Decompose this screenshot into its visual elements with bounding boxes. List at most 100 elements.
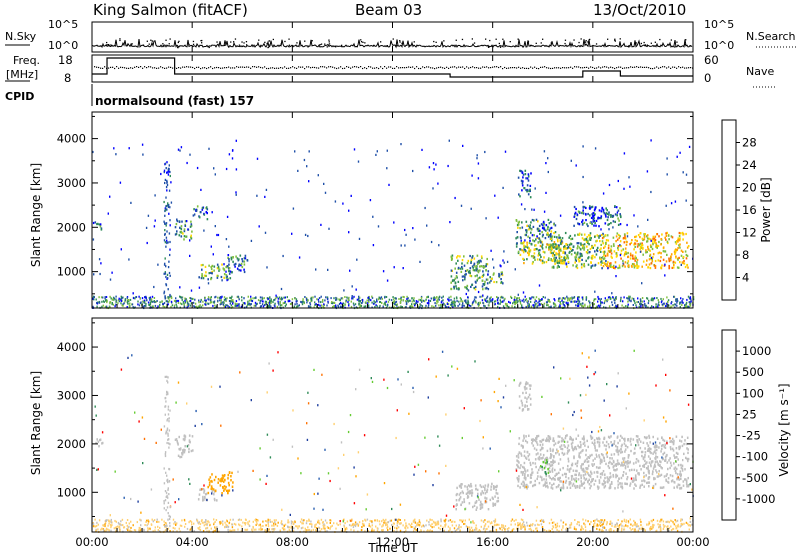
power-cell <box>219 303 221 306</box>
velocity-cell <box>520 482 523 486</box>
power-cell <box>675 256 677 259</box>
power-cell <box>508 306 510 309</box>
velocity-cell <box>632 462 635 465</box>
velocity-cell <box>680 487 682 490</box>
velocity-cell <box>608 486 611 490</box>
power-cell <box>574 211 577 214</box>
nsky-tick-low: 10^0 <box>48 39 78 52</box>
power-cell <box>655 242 657 245</box>
power-cell <box>592 254 594 257</box>
power-cell <box>650 256 653 259</box>
power-cell <box>231 300 233 303</box>
power-cell <box>236 257 239 260</box>
power-cell <box>574 256 576 259</box>
power-cell <box>672 304 674 307</box>
nave-dot <box>494 66 496 68</box>
nave-dot <box>252 66 254 68</box>
velocity-cell <box>520 452 522 455</box>
velocity-cell <box>639 440 642 443</box>
power-cell <box>521 221 523 224</box>
velocity-cell <box>572 469 575 472</box>
velocity-cell <box>470 491 472 495</box>
nave-dot <box>556 67 558 69</box>
nsearch-dot <box>259 46 261 48</box>
nave-dot <box>220 67 222 69</box>
velocity-cell <box>224 478 226 482</box>
power-cell <box>225 298 227 301</box>
velocity-cell <box>493 520 495 522</box>
power-cell <box>472 266 474 269</box>
power-cell <box>205 271 207 274</box>
power-cell <box>457 259 459 262</box>
power-cell <box>499 302 501 305</box>
velocity-cell <box>542 447 544 450</box>
power-cell <box>367 302 369 305</box>
velocity-cell <box>685 480 688 484</box>
velocity-cell <box>675 451 678 455</box>
power-cell <box>361 298 364 301</box>
power-cell <box>521 226 524 229</box>
velocity-cell <box>492 485 495 488</box>
velocity-cell <box>648 476 651 479</box>
velocity-cell <box>566 440 569 444</box>
power-cell <box>523 300 525 303</box>
velocity-cell <box>350 524 352 527</box>
nave-label: Nave <box>746 65 774 78</box>
power-cell <box>685 232 687 236</box>
nave-dot <box>436 67 438 69</box>
power-cell <box>587 249 589 252</box>
power-cell <box>649 253 652 256</box>
velocity-cell <box>565 434 567 438</box>
power-cell <box>364 305 367 308</box>
power-cell <box>164 162 167 165</box>
velocity-cell <box>539 440 541 443</box>
velocity-cell <box>666 461 669 464</box>
velocity-cell <box>577 478 580 481</box>
power-cell <box>589 214 591 217</box>
velocity-cell <box>379 523 381 526</box>
power-cell <box>103 301 105 303</box>
power-cell <box>633 297 635 300</box>
power-cell <box>526 229 528 232</box>
power-cell <box>238 263 241 266</box>
power-cell <box>619 254 622 257</box>
velocity-cell <box>573 447 576 451</box>
power-cell <box>557 246 559 249</box>
power-cell <box>600 247 602 250</box>
velocity-cell <box>594 441 596 445</box>
nave-dot <box>116 66 118 68</box>
nave-dot <box>576 66 578 68</box>
power-cell <box>198 216 201 219</box>
power-cell <box>373 300 375 303</box>
power-cell <box>450 287 453 291</box>
power-cell <box>204 299 206 302</box>
velocity-cell <box>326 521 328 524</box>
velocity-cell <box>578 486 581 489</box>
power-cell <box>486 257 488 261</box>
nsearch-dot <box>535 42 537 44</box>
power-cell <box>168 299 171 302</box>
power-cell <box>175 303 177 306</box>
velocity-cell <box>460 526 462 529</box>
power-cell <box>308 180 310 183</box>
power-cell <box>474 280 477 283</box>
velocity-cell <box>533 438 536 442</box>
power-cell <box>607 216 609 219</box>
nave-dot <box>682 66 684 68</box>
power-cell <box>549 227 552 230</box>
velocity-cell <box>337 524 339 526</box>
power-cell <box>107 212 109 215</box>
power-cell <box>492 298 494 301</box>
power-cell <box>167 169 169 172</box>
velocity-cell <box>574 473 576 476</box>
velocity-cell <box>226 489 228 492</box>
power-cell <box>234 262 237 265</box>
power-cell <box>421 300 423 303</box>
nave-dot <box>448 67 450 69</box>
power-cell <box>164 241 167 244</box>
power-cell <box>668 264 670 268</box>
velocity-cell <box>96 438 98 441</box>
power-cell <box>374 305 376 308</box>
power-cell <box>394 297 396 300</box>
power-cell <box>457 255 459 258</box>
